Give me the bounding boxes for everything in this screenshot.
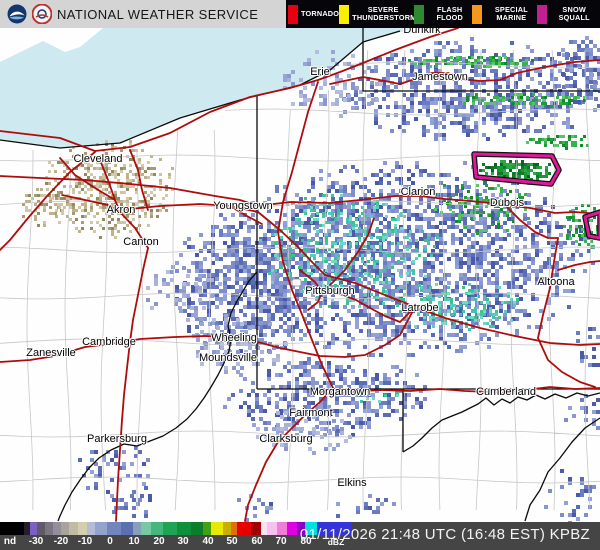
city-label: Dunkirk (403, 28, 441, 36)
city-label: Cumberland (476, 386, 536, 398)
scale-tick: 10 (128, 536, 140, 547)
scale-tick: 80 (300, 536, 312, 547)
scale-tick: -30 (28, 536, 44, 547)
city-label: Jamestown (412, 71, 468, 83)
timestamp: 01/11/2026 21:48 UTC (16:48 EST) KPBZ (299, 526, 590, 543)
alert-swatch (339, 4, 350, 24)
alert-item: FLASH FLOOD (414, 4, 472, 24)
radar-map[interactable]: Dunkirk Erie Jamestown Cleveland Akron Canton… (0, 28, 600, 522)
nws-logo-icon (31, 3, 53, 25)
alert-item: TORNADO (288, 4, 340, 24)
city-label: Elkins (337, 477, 367, 489)
agency-title: NATIONAL WEATHER SERVICE (57, 6, 259, 22)
warning-legend: TORNADO SEVERE THUNDERSTORM FLASH FLOOD SPE… (286, 0, 600, 28)
city-label: Pittsburgh (305, 285, 355, 297)
scale-tick: 30 (177, 536, 189, 547)
alert-label: TORNADO (301, 8, 340, 18)
scale-tick: nd (3, 536, 17, 547)
noaa-logo-icon (7, 4, 27, 24)
scale-unit: dBZ (327, 537, 345, 547)
alert-item: SEVERE THUNDERSTORM (339, 4, 417, 24)
brand: NATIONAL WEATHER SERVICE (0, 0, 286, 28)
scale-tick: 60 (251, 536, 263, 547)
alert-label: SNOW SQUALL (558, 4, 590, 22)
alert-label: FLASH FLOOD (436, 4, 464, 22)
city-label: Zanesville (26, 347, 76, 359)
status-bar: nd -30 -20 -10 0 10 20 30 40 50 60 70 80 dBZ 01/11/20… (0, 522, 600, 550)
city-label: Clarion (400, 186, 436, 198)
scale-tick: 20 (153, 536, 165, 547)
city-label: Altoona (537, 276, 575, 288)
alert-label: SEVERE THUNDERSTORM (352, 4, 417, 22)
scale-tick: 70 (275, 536, 287, 547)
alert-item: SNOW SQUALL (537, 4, 598, 24)
city-label: Morgantown (309, 386, 371, 398)
alert-swatch (414, 4, 425, 24)
reflectivity-scale (0, 522, 352, 535)
city-label: Akron (106, 204, 136, 216)
alert-label: SPECIAL MARINE (494, 4, 528, 22)
city-label: Cleveland (73, 153, 123, 165)
radar-canvas[interactable] (0, 28, 600, 522)
city-label: Wheeling (211, 332, 257, 344)
alert-swatch (472, 4, 483, 24)
header-bar: NATIONAL WEATHER SERVICE TORNADO SEVERE T… (0, 0, 600, 28)
city-label: Canton (123, 236, 159, 248)
city-label: Moundsville (198, 352, 258, 364)
alert-swatch (537, 4, 548, 24)
city-label: Youngstown (213, 200, 273, 212)
scale-tick: 40 (202, 536, 214, 547)
alert-swatch (288, 4, 298, 24)
city-label: Cambridge (82, 336, 136, 348)
city-label: Erie (310, 66, 330, 78)
city-label: Clarksburg (259, 433, 313, 445)
scale-tick: 0 (107, 536, 113, 547)
city-label: Dubois (489, 197, 525, 209)
city-label: Latrobe (401, 302, 439, 314)
city-label: Parkersburg (87, 433, 147, 445)
city-label: Fairmont (289, 407, 333, 419)
scale-tick: -10 (77, 536, 93, 547)
scale-tick: 50 (226, 536, 238, 547)
alert-item: SPECIAL MARINE (472, 4, 537, 24)
scale-tick: -20 (53, 536, 69, 547)
